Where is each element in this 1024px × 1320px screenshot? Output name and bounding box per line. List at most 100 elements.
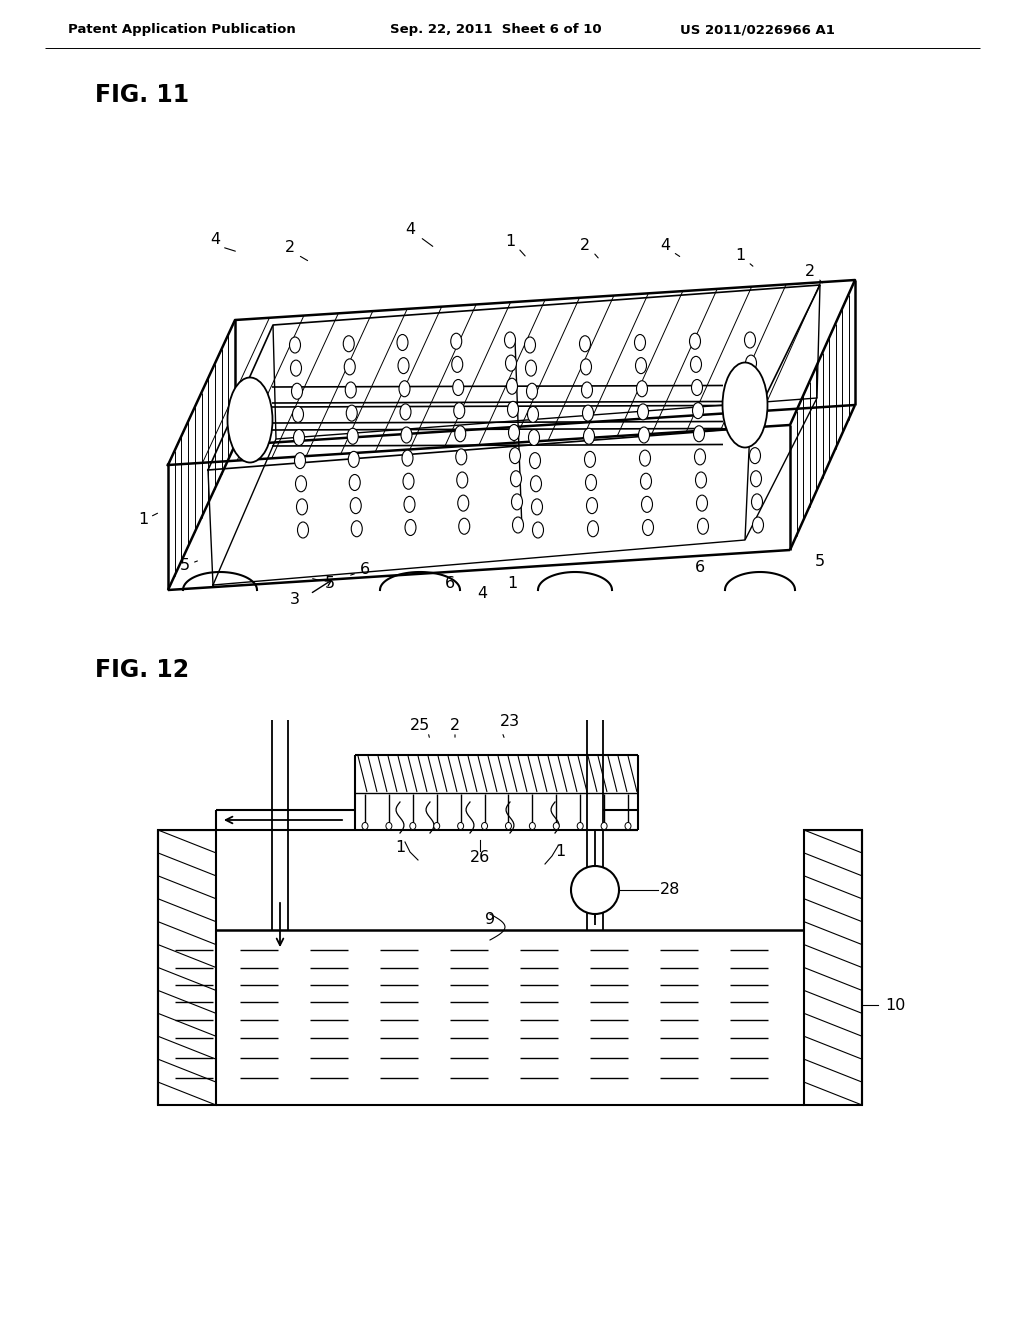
- Text: 4: 4: [659, 238, 670, 252]
- Text: 4: 4: [404, 223, 415, 238]
- Ellipse shape: [404, 496, 415, 512]
- Text: P: P: [590, 880, 600, 899]
- Ellipse shape: [601, 822, 607, 829]
- Ellipse shape: [457, 473, 468, 488]
- Ellipse shape: [456, 449, 467, 465]
- Ellipse shape: [524, 337, 536, 352]
- Ellipse shape: [351, 521, 362, 537]
- Ellipse shape: [294, 429, 304, 446]
- Ellipse shape: [481, 822, 487, 829]
- Text: 2: 2: [805, 264, 815, 280]
- Ellipse shape: [642, 520, 653, 536]
- Ellipse shape: [295, 453, 305, 469]
- Ellipse shape: [506, 355, 516, 371]
- Ellipse shape: [347, 428, 358, 445]
- Ellipse shape: [750, 447, 761, 463]
- Ellipse shape: [458, 495, 469, 511]
- Ellipse shape: [348, 451, 359, 467]
- Text: 1: 1: [507, 577, 517, 591]
- Text: 3: 3: [290, 593, 300, 607]
- Ellipse shape: [344, 359, 355, 375]
- Ellipse shape: [689, 333, 700, 350]
- Text: FIG. 11: FIG. 11: [95, 83, 189, 107]
- Ellipse shape: [580, 335, 591, 351]
- Ellipse shape: [585, 451, 596, 467]
- Text: 4: 4: [477, 586, 487, 601]
- Ellipse shape: [292, 383, 302, 399]
- Ellipse shape: [512, 494, 522, 510]
- Text: 10: 10: [885, 998, 905, 1012]
- Text: 6: 6: [695, 560, 706, 574]
- Ellipse shape: [290, 337, 300, 352]
- Ellipse shape: [636, 358, 646, 374]
- Ellipse shape: [297, 499, 307, 515]
- Ellipse shape: [696, 495, 708, 511]
- Ellipse shape: [753, 517, 764, 533]
- Ellipse shape: [529, 822, 536, 829]
- Ellipse shape: [403, 474, 414, 490]
- Ellipse shape: [508, 401, 518, 417]
- Ellipse shape: [401, 426, 412, 444]
- Ellipse shape: [531, 499, 543, 515]
- Text: 2: 2: [450, 718, 460, 733]
- Ellipse shape: [635, 334, 645, 351]
- Ellipse shape: [745, 355, 757, 371]
- Ellipse shape: [386, 822, 392, 829]
- Ellipse shape: [586, 474, 597, 491]
- Ellipse shape: [227, 378, 272, 462]
- Ellipse shape: [638, 404, 648, 420]
- Ellipse shape: [512, 517, 523, 533]
- Ellipse shape: [291, 360, 301, 376]
- Ellipse shape: [346, 405, 357, 421]
- Ellipse shape: [507, 379, 517, 395]
- Ellipse shape: [399, 380, 410, 397]
- Ellipse shape: [298, 521, 308, 539]
- Text: 23: 23: [500, 714, 520, 730]
- Ellipse shape: [748, 401, 759, 417]
- Ellipse shape: [296, 475, 306, 492]
- Ellipse shape: [691, 380, 702, 396]
- Ellipse shape: [640, 450, 650, 466]
- Bar: [804, 830, 862, 1105]
- Text: 1: 1: [138, 512, 148, 528]
- Ellipse shape: [578, 822, 584, 829]
- Text: 6: 6: [445, 577, 455, 591]
- Ellipse shape: [582, 381, 593, 399]
- Ellipse shape: [455, 426, 466, 442]
- Text: 6: 6: [360, 562, 370, 578]
- Ellipse shape: [398, 358, 409, 374]
- Ellipse shape: [505, 333, 515, 348]
- Ellipse shape: [723, 363, 768, 447]
- Ellipse shape: [639, 426, 649, 444]
- Ellipse shape: [553, 822, 559, 829]
- Text: 26: 26: [470, 850, 490, 866]
- Ellipse shape: [434, 822, 439, 829]
- Ellipse shape: [588, 521, 598, 537]
- Ellipse shape: [458, 822, 464, 829]
- Text: 5: 5: [815, 554, 825, 569]
- Ellipse shape: [692, 403, 703, 418]
- Text: 28: 28: [660, 883, 680, 898]
- Ellipse shape: [406, 520, 416, 536]
- Ellipse shape: [506, 822, 511, 829]
- Ellipse shape: [697, 519, 709, 535]
- Ellipse shape: [451, 333, 462, 350]
- Ellipse shape: [293, 407, 303, 422]
- Text: 1: 1: [395, 841, 406, 855]
- Text: FIG. 12: FIG. 12: [95, 657, 189, 682]
- Ellipse shape: [410, 822, 416, 829]
- Text: 2: 2: [580, 238, 590, 252]
- Ellipse shape: [400, 404, 411, 420]
- Ellipse shape: [625, 822, 631, 829]
- Ellipse shape: [511, 471, 521, 487]
- Ellipse shape: [397, 334, 408, 351]
- Text: 2: 2: [285, 240, 295, 256]
- Ellipse shape: [581, 359, 592, 375]
- Ellipse shape: [583, 405, 594, 421]
- Ellipse shape: [752, 494, 763, 510]
- Ellipse shape: [345, 381, 356, 399]
- Ellipse shape: [349, 474, 360, 491]
- Ellipse shape: [509, 425, 519, 441]
- Text: 5: 5: [325, 576, 335, 590]
- Ellipse shape: [587, 498, 597, 513]
